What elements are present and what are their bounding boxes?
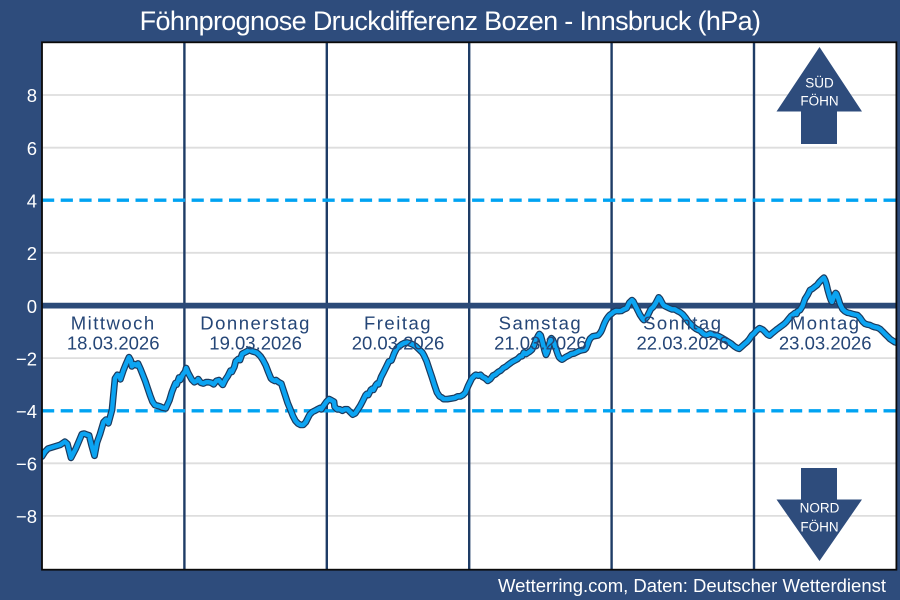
svg-text:Donnerstag: Donnerstag: [200, 313, 311, 334]
svg-text:6: 6: [27, 138, 37, 159]
svg-text:Föhnprognose Druckdifferenz Bo: Föhnprognose Druckdifferenz Bozen - Inns…: [140, 6, 761, 36]
svg-text:Mittwoch: Mittwoch: [71, 313, 156, 334]
svg-text:Freitag: Freitag: [364, 313, 432, 334]
svg-text:Montag: Montag: [790, 313, 861, 334]
svg-text:20.03.2026: 20.03.2026: [352, 333, 445, 354]
svg-text:22.03.2026: 22.03.2026: [637, 333, 730, 354]
svg-text:18.03.2026: 18.03.2026: [67, 333, 160, 354]
svg-text:FÖHN: FÖHN: [800, 520, 838, 535]
svg-text:23.03.2026: 23.03.2026: [779, 333, 872, 354]
svg-text:Samstag: Samstag: [499, 313, 583, 334]
svg-text:0: 0: [27, 296, 37, 317]
svg-text:Sonntag: Sonntag: [643, 313, 722, 334]
svg-text:2: 2: [27, 243, 37, 264]
svg-text:FÖHN: FÖHN: [800, 94, 838, 109]
svg-text:−2: −2: [16, 348, 37, 369]
svg-text:Wetterring.com, Daten: Deutsch: Wetterring.com, Daten: Deutscher Wetterd…: [498, 575, 886, 596]
svg-text:8: 8: [27, 85, 37, 106]
svg-text:−6: −6: [16, 454, 37, 475]
svg-text:21.03.2026: 21.03.2026: [494, 333, 587, 354]
svg-text:−4: −4: [16, 401, 37, 422]
svg-text:19.03.2026: 19.03.2026: [209, 333, 302, 354]
svg-text:4: 4: [27, 190, 37, 211]
svg-text:NORD: NORD: [800, 501, 840, 516]
svg-text:−8: −8: [16, 506, 37, 527]
svg-text:SÜD: SÜD: [805, 76, 834, 91]
